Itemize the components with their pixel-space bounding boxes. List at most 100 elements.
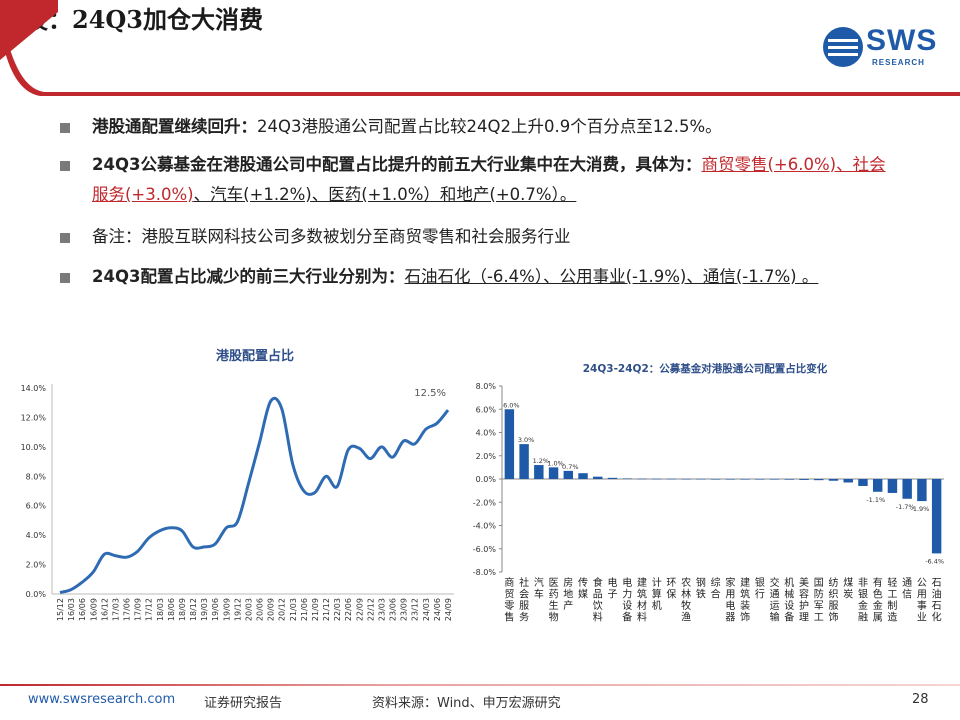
series-line [59,396,450,594]
bullet-2-bold: 24Q3公募基金在港股通公司中配置占比提升的前五大行业集中在大消费，具体为： [92,155,702,174]
bar [902,479,912,499]
x-tick-label: 18/03 [156,598,165,621]
footer-rule [0,684,960,686]
x-tick-label: 17/09 [134,598,143,621]
x-tick-label: 社会服务 [519,576,529,624]
header-red-rule [0,8,960,96]
y-tick-label: 0.0% [26,590,47,599]
x-tick-label: 轻工制造 [887,576,897,624]
line-chart-allocation: 港股配置占比 0.0% 2.0% 4.0% 6.0% 8.0% 10.0% 12.0% 14.0… [21,348,454,621]
bar [740,479,750,480]
x-tick-label: 传媒 [578,577,588,601]
bar [534,465,544,479]
chart-title: 24Q3-24Q2：公募基金对港股通公司配置占比变化 [583,362,828,375]
x-tick-label: 16/12 [100,598,109,621]
x-tick-label: 钢铁 [696,576,706,601]
x-tick-label: 医药生物 [549,577,559,624]
y-tick-label: -4.0% [473,522,497,531]
x-tick-label: 食品饮料 [593,576,603,624]
bar [828,479,839,481]
header-decoration [0,0,960,96]
y-tick-label: 8.0% [476,382,497,391]
bar [725,479,736,480]
y-tick-label: 4.0% [476,429,497,438]
x-tick-label: 国防军工 [814,577,824,624]
bullet-2-rest: 、汽车(+1.2%)、医药(+1.0%）和地产(+0.7%）。 [193,185,577,204]
bar [563,470,574,479]
x-tick-label: 17/06 [123,598,132,621]
x-tick-label: 机械设备 [784,576,794,624]
bar [814,479,824,481]
x-tick-label: 21/09 [311,598,320,621]
x-tick-label: 23/12 [411,598,420,621]
x-tick-label: 19/09 [222,598,231,621]
bullet-marker [60,273,70,283]
bar-value-label: 0.7% [562,463,579,471]
bar [504,409,515,479]
x-tick-label: 22/03 [333,598,342,621]
x-tick-label: 16/03 [67,598,76,621]
bullet-1-text: 24Q3港股通公司配置占比较24Q2上升0.9个百分点至12.5%。 [257,117,722,136]
x-tick-label: 建筑装饰 [740,576,750,624]
bar [681,478,691,480]
x-tick-label: 煤炭 [843,576,853,601]
x-tick-label: 22/12 [366,598,375,621]
bar [651,478,662,480]
x-tick-label: 19/06 [211,598,220,621]
x-tick-label: 家用电器 [725,576,735,624]
bullet-3: 备注：港股互联网科技公司多数被划分至商贸零售和社会服务行业 [60,222,902,252]
y-tick-label: 2.0% [476,452,497,461]
x-tick-label: 交通运输 [770,576,780,624]
x-tick-label: 18/06 [167,598,176,621]
bar [622,478,632,480]
y-tick-label: -8.0% [473,568,497,577]
x-tick-label: 18/09 [178,598,187,621]
y-tick-label: 12.0% [21,413,47,422]
bar [637,478,647,480]
x-tick-label: 22/06 [344,598,353,621]
logo-name: SWS [866,24,938,57]
footer-source: 资料来源：Wind、申万宏源研究 [372,696,561,711]
x-tick-label: 房地产 [563,576,573,612]
bar [578,473,588,479]
bar-value-label: -1.9% [910,505,929,513]
x-tick-label: 21/12 [322,598,331,621]
footer-report-type: 证券研究报告 [204,696,283,711]
x-tick-label: 19/03 [200,598,209,621]
bar [931,479,942,554]
y-tick-label: -2.0% [473,498,497,507]
x-tick-label: 16/06 [78,598,87,621]
footer-website[interactable]: www.swsresearch.com [28,692,176,707]
x-tick-label: 20/12 [278,598,287,621]
bar [799,479,809,480]
x-tick-label: 17/03 [111,598,120,621]
bullet-marker [60,123,70,133]
x-tick-label: 24/03 [422,598,431,621]
bar [872,479,883,492]
x-tick-label: 汽车 [534,576,544,601]
bullet-4-bold: 24Q3配置占比减少的前三大行业分别为： [92,267,405,286]
x-tick-label: 农林牧渔 [681,576,691,624]
bar-value-label: 6.0% [503,401,520,409]
x-tick-label: 23/09 [400,598,409,621]
bar [696,478,706,480]
bar-value-label: 1.2% [533,457,550,465]
x-tick-label: 电子 [608,576,618,601]
bar [917,479,927,502]
y-tick-label: 6.0% [476,405,497,414]
bullet-2-red: 商贸零售(+6.0%)、社会服务(+3.0%) [92,155,886,204]
bar [887,479,898,493]
x-tick-label: 19/12 [233,598,242,621]
y-tick-label: 14.0% [21,384,47,393]
x-tick-label: 17/12 [145,598,154,621]
x-tick-label: 18/12 [189,598,198,621]
y-tick-label: -6.0% [473,545,497,554]
bar [769,479,780,480]
bar-value-label: 3.0% [518,436,535,444]
bullet-4: 24Q3配置占比减少的前三大行业分别为：石油石化（-6.4%）、公用事业(-1.… [60,262,902,292]
page-number: 28 [912,692,929,707]
bar [593,476,603,479]
x-tick-label: 商贸零售 [504,576,514,624]
x-tick-label: 21/03 [289,598,298,621]
x-tick-label: 有色金属 [873,576,883,624]
